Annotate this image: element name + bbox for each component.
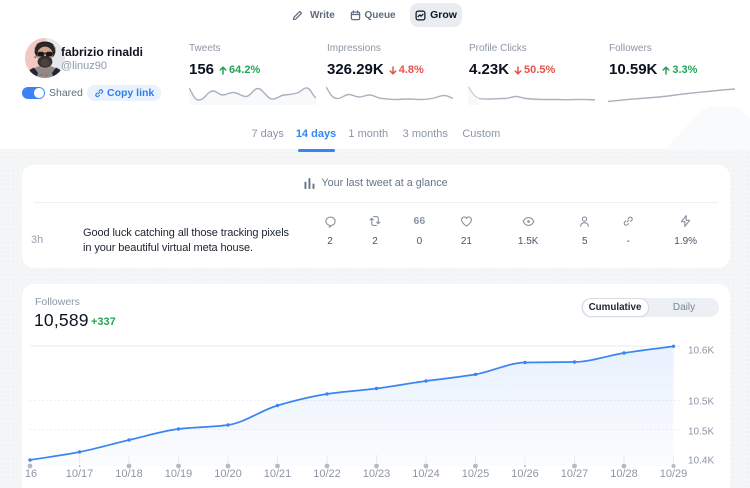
svg-text:10/29: 10/29 xyxy=(660,468,688,480)
svg-text:10/27: 10/27 xyxy=(561,468,589,480)
svg-text:16: 16 xyxy=(25,468,37,480)
svg-text:10/20: 10/20 xyxy=(214,468,242,480)
svg-text:10/23: 10/23 xyxy=(363,468,391,480)
svg-text:10/21: 10/21 xyxy=(264,468,292,480)
svg-text:10.5K: 10.5K xyxy=(688,427,714,438)
svg-text:10/17: 10/17 xyxy=(66,468,94,480)
svg-text:10/24: 10/24 xyxy=(412,468,440,480)
svg-text:10.6K: 10.6K xyxy=(688,346,714,357)
svg-text:10.4K: 10.4K xyxy=(688,456,714,467)
svg-text:10/28: 10/28 xyxy=(610,468,638,480)
svg-text:10/18: 10/18 xyxy=(115,468,143,480)
svg-text:10/22: 10/22 xyxy=(313,468,341,480)
svg-text:10.5K: 10.5K xyxy=(688,397,714,408)
svg-text:10/19: 10/19 xyxy=(165,468,193,480)
svg-text:10/26: 10/26 xyxy=(511,468,539,480)
svg-text:10/25: 10/25 xyxy=(462,468,490,480)
